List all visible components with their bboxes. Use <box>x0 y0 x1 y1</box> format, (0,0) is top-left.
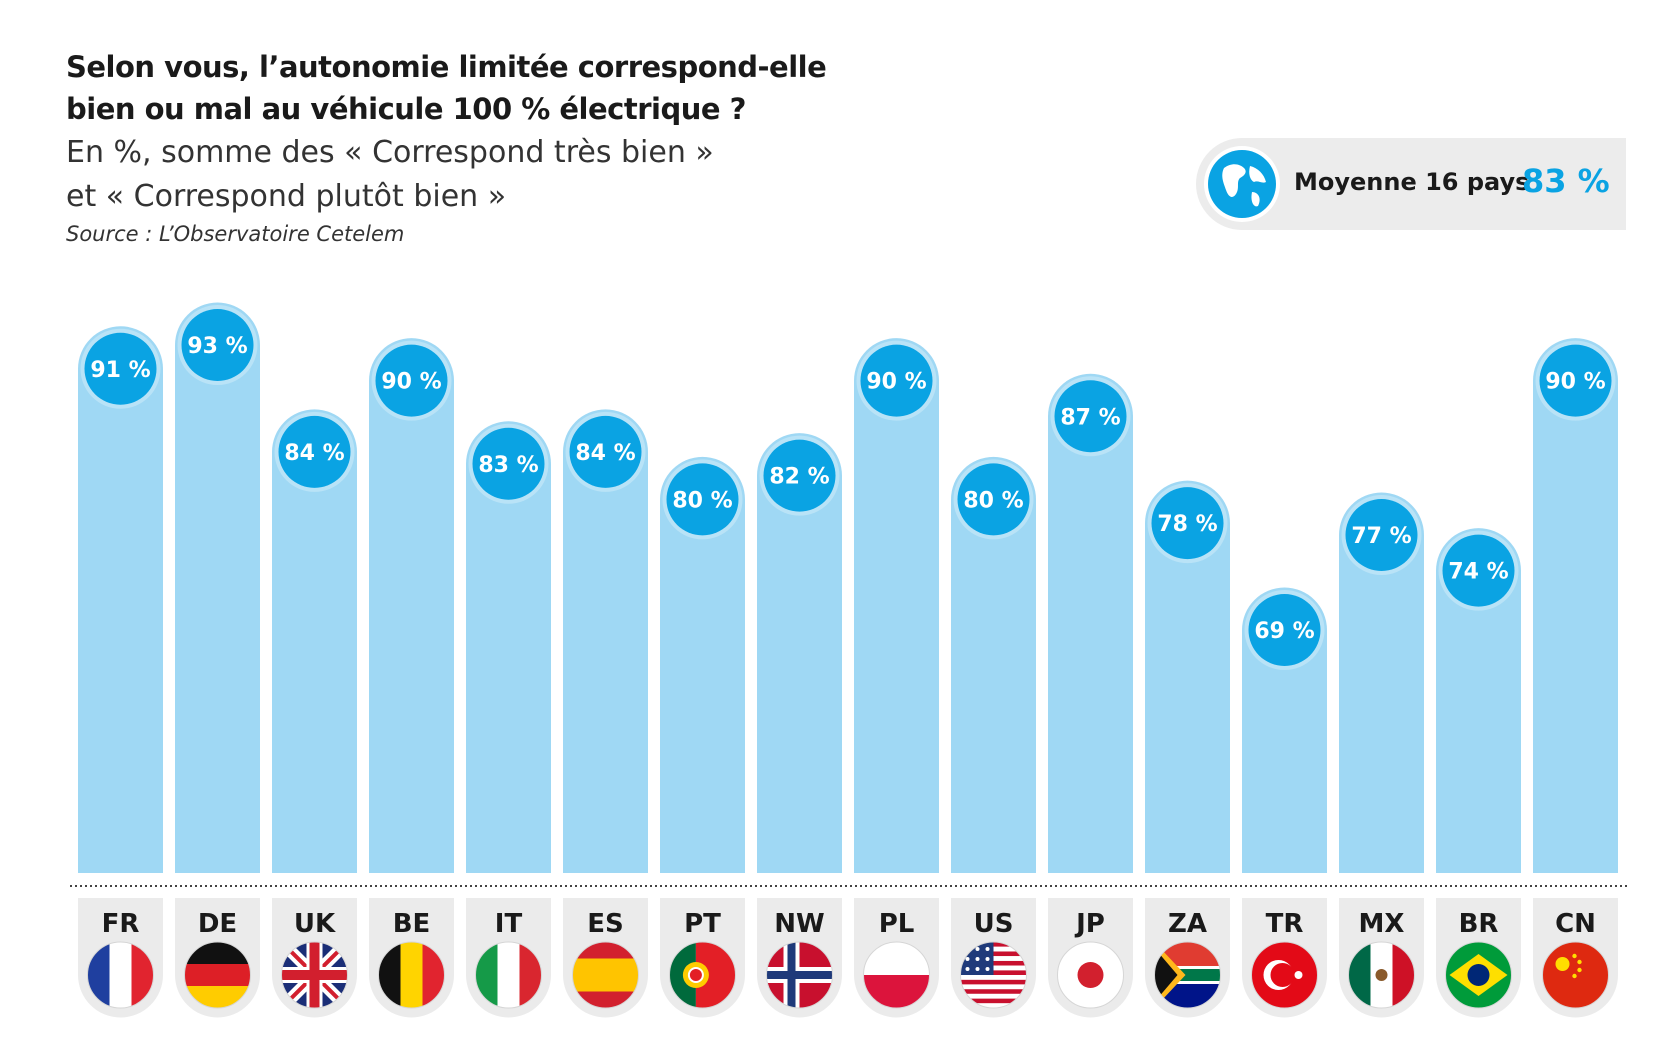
bar-us <box>951 456 1036 873</box>
bubble <box>1248 594 1321 666</box>
bubble <box>666 463 739 536</box>
flag-pl-icon <box>863 941 930 1009</box>
bubble <box>1151 487 1224 560</box>
average-panel: Moyenne 16 pays 83 % <box>1196 138 1626 230</box>
bubble <box>1345 499 1418 571</box>
chart-title: Selon vous, l’autonomie limitée correspo… <box>66 46 827 130</box>
category-label: PL <box>879 909 915 939</box>
flag-uk-icon <box>281 941 348 1009</box>
bubble <box>1054 380 1127 453</box>
chart-subtitle: En %, somme des « Correspond très bien »… <box>66 131 714 219</box>
bar-fr <box>78 326 163 873</box>
average-value: 83 % <box>1522 162 1610 200</box>
bubble <box>181 309 254 381</box>
data-label: 82 % <box>769 465 829 490</box>
data-label: 90 % <box>866 370 926 395</box>
title-line-1: Selon vous, l’autonomie limitée correspo… <box>66 50 827 84</box>
bubble <box>375 344 448 417</box>
category-label: DE <box>198 909 237 939</box>
category-label: NW <box>774 909 824 939</box>
flag-be-icon <box>378 941 445 1009</box>
subtitle-line-2: et « Correspond plutôt bien » <box>66 179 507 214</box>
category-label: CN <box>1555 909 1596 939</box>
bar-za <box>1145 480 1230 873</box>
category-label: ZA <box>1168 909 1207 939</box>
data-label: 84 % <box>575 441 635 466</box>
bar-uk <box>272 409 357 873</box>
flag-nw-icon <box>766 941 833 1009</box>
data-label: 90 % <box>1545 370 1605 395</box>
bar-es <box>563 409 648 873</box>
category-label: US <box>974 909 1014 939</box>
title-line-2: bien ou mal au véhicule 100 % électrique… <box>66 92 746 126</box>
bar-be <box>369 338 454 873</box>
category-label: IT <box>495 909 523 939</box>
bar-de <box>175 302 260 873</box>
data-label: 78 % <box>1157 512 1217 537</box>
bar-it <box>466 421 551 873</box>
data-label: 93 % <box>187 334 247 359</box>
bubble <box>1442 534 1515 607</box>
category-label: MX <box>1359 909 1405 939</box>
flag-es-icon <box>572 941 639 1009</box>
flag-tr-icon <box>1251 941 1318 1009</box>
bubble <box>957 463 1030 536</box>
data-label: 80 % <box>963 488 1023 513</box>
data-label: 77 % <box>1351 524 1411 549</box>
bubble <box>278 415 351 488</box>
data-label: 91 % <box>90 358 150 383</box>
source-note: Source : L’Observatoire Cetelem <box>66 222 405 246</box>
category-label: JP <box>1074 909 1105 939</box>
bar-pt <box>660 456 745 873</box>
bubble <box>569 415 642 488</box>
flag-jp-icon <box>1057 941 1124 1009</box>
bubble <box>1539 344 1612 417</box>
bar-jp <box>1048 373 1133 873</box>
flag-de-icon <box>184 941 251 1009</box>
data-label: 69 % <box>1254 619 1314 644</box>
bar-nw <box>757 433 842 873</box>
bubble <box>84 332 157 405</box>
flag-it-icon <box>475 941 542 1009</box>
bar-cn <box>1533 338 1618 873</box>
bar-mx <box>1339 492 1424 873</box>
data-label: 90 % <box>381 370 441 395</box>
category-label: BE <box>393 909 431 939</box>
category-label: PT <box>684 909 721 939</box>
bubble <box>860 344 933 417</box>
category-label: FR <box>102 909 140 939</box>
bar-pl <box>854 338 939 873</box>
flag-cn-icon <box>1542 941 1609 1009</box>
data-label: 84 % <box>284 441 344 466</box>
flag-br-icon <box>1445 941 1512 1009</box>
flag-pt-icon <box>669 941 736 1009</box>
data-label: 80 % <box>672 488 732 513</box>
data-label: 83 % <box>478 453 538 478</box>
flag-fr-icon <box>87 941 154 1009</box>
data-label: 74 % <box>1448 560 1508 585</box>
bubble <box>472 427 545 500</box>
category-label: BR <box>1459 909 1499 939</box>
data-label: 87 % <box>1060 405 1120 430</box>
average-label: Moyenne 16 pays <box>1294 168 1530 196</box>
category-label: UK <box>294 909 336 939</box>
category-label: ES <box>587 909 624 939</box>
bar-br <box>1436 528 1521 873</box>
subtitle-line-1: En %, somme des « Correspond très bien » <box>66 135 714 170</box>
flag-us-icon <box>960 941 1027 1009</box>
category-label: TR <box>1266 909 1304 939</box>
flag-za-icon <box>1154 941 1221 1009</box>
flag-mx-icon <box>1348 941 1415 1009</box>
globe-icon <box>1204 146 1280 222</box>
bubble <box>763 439 836 512</box>
